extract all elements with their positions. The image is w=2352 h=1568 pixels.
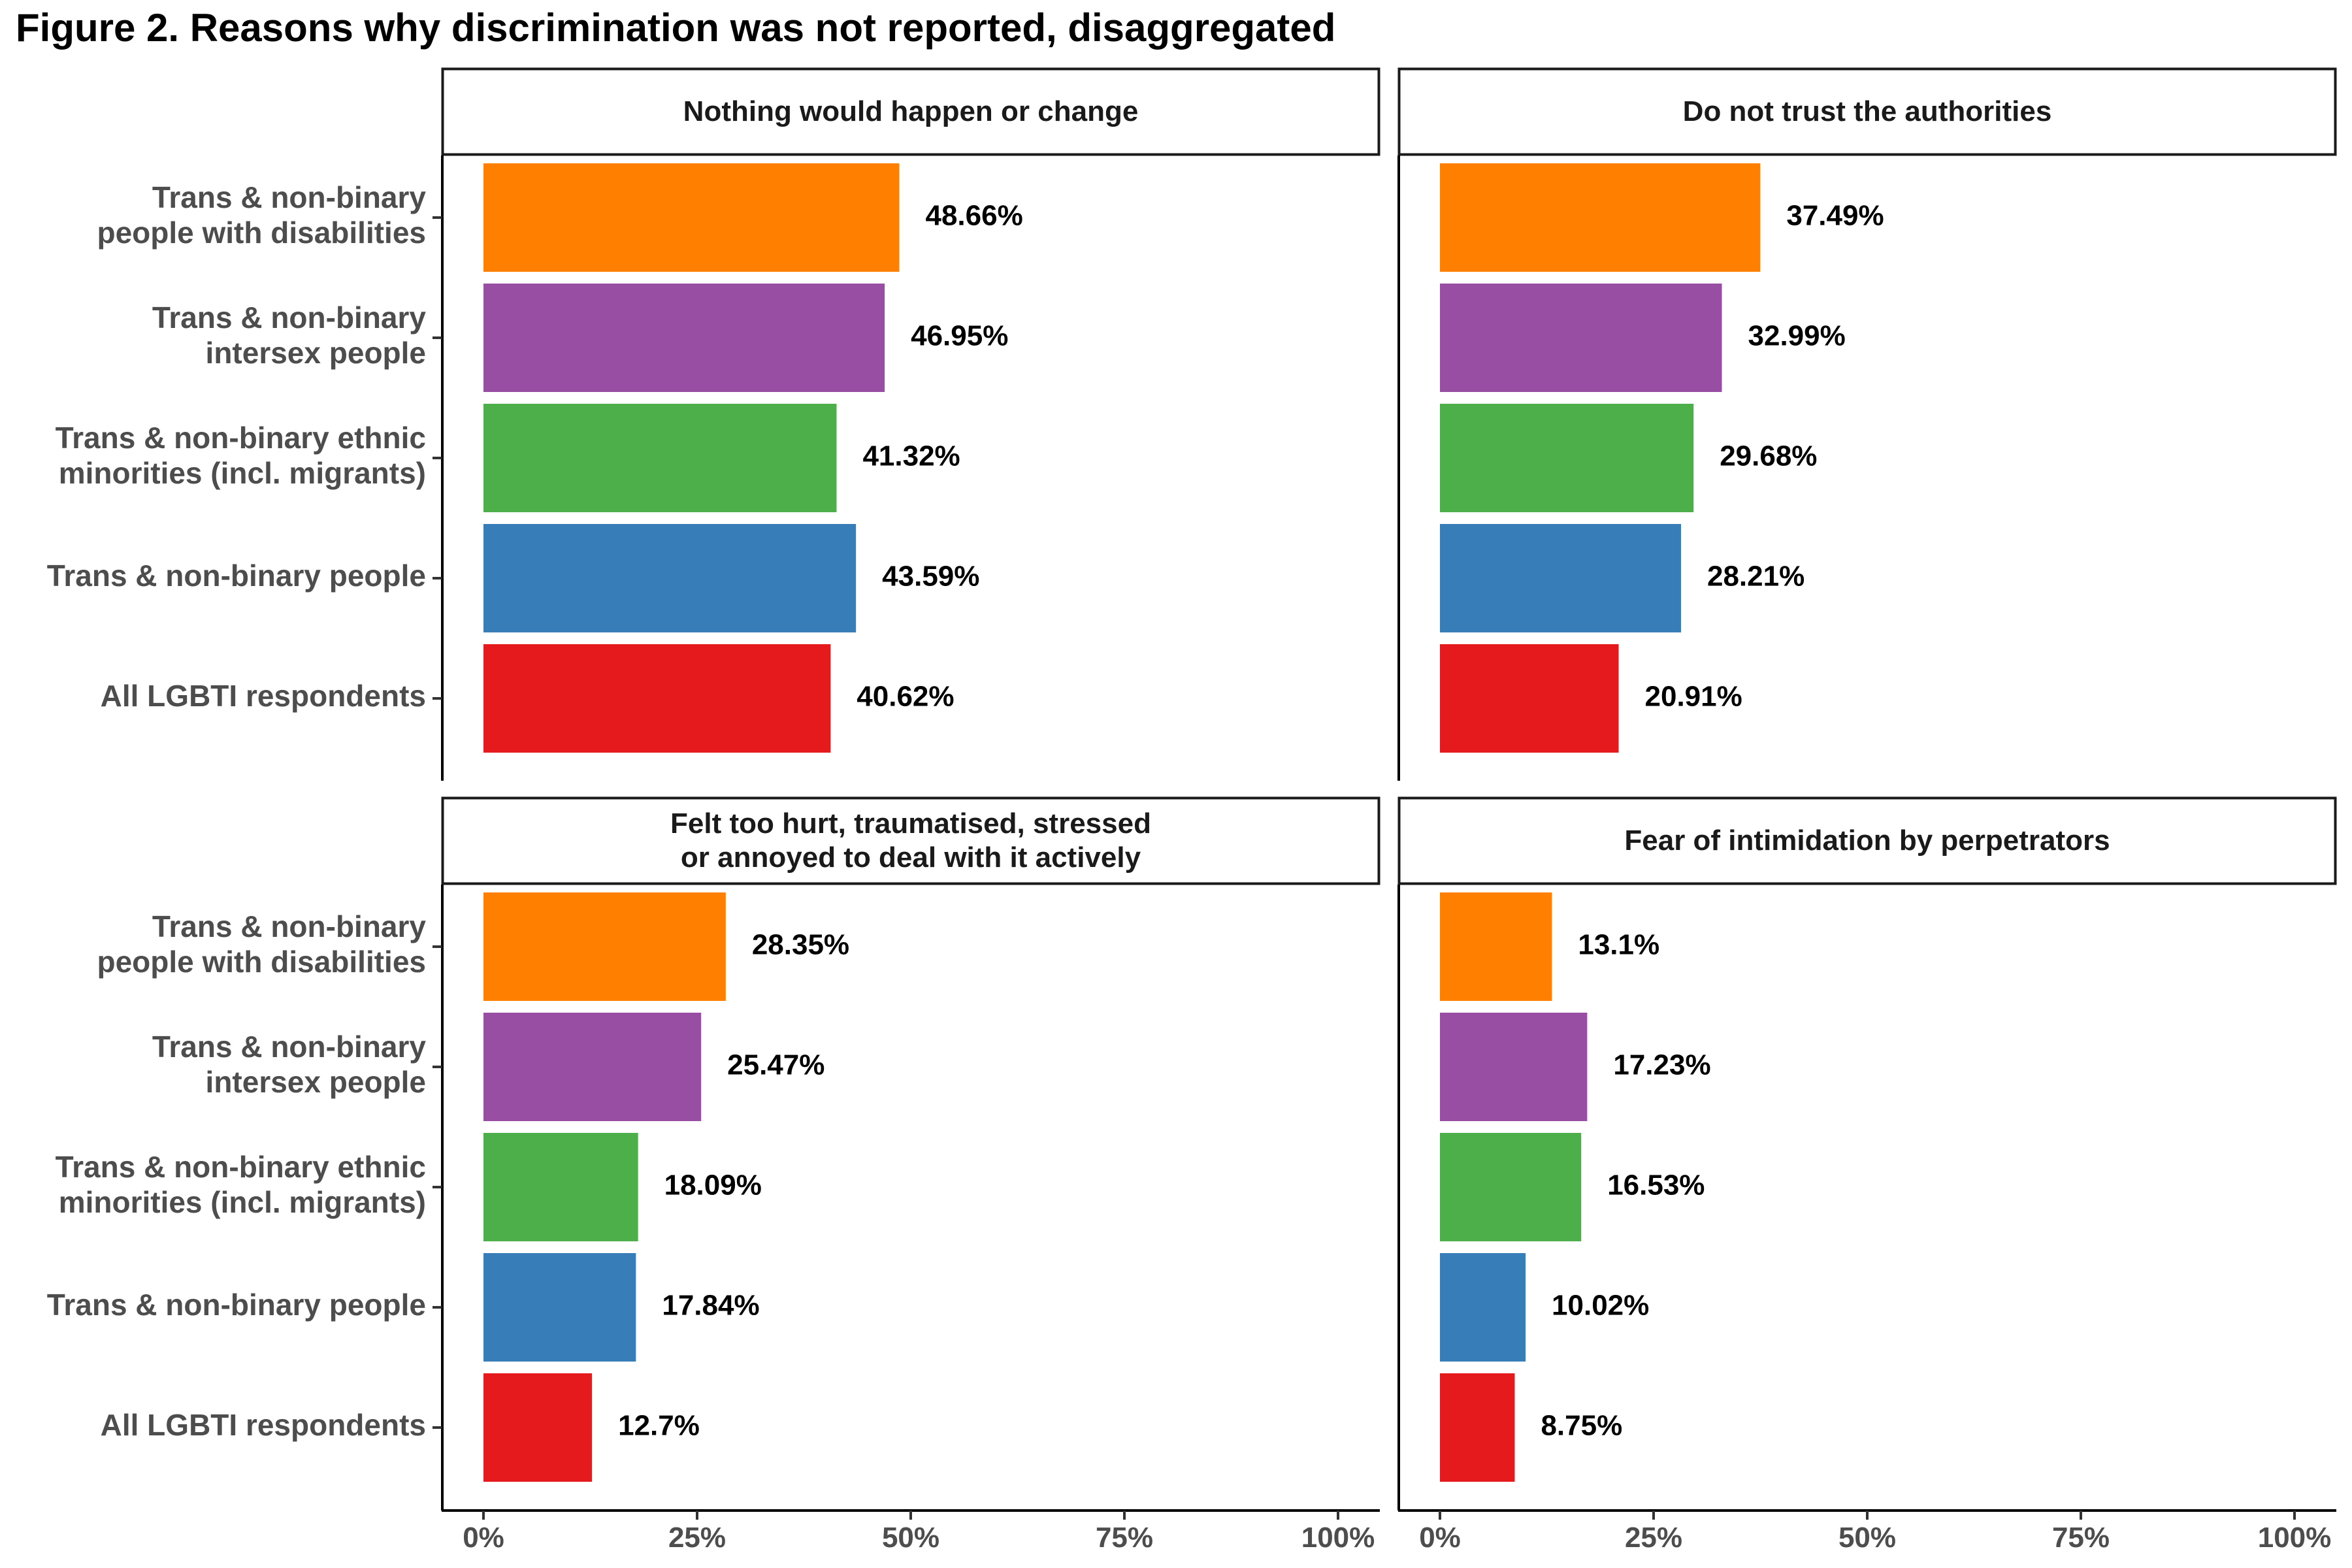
facet-panel: Nothing would happen or change 48.66% Tran… (47, 67, 1380, 781)
bar (483, 284, 885, 392)
facet-title: Felt too hurt, traumatised, stressed or a… (670, 808, 1151, 874)
facet-strip (441, 796, 1380, 885)
bar (483, 1253, 636, 1362)
data-label: 28.35% (752, 929, 849, 961)
category-label: Trans & non-binary people (47, 1288, 426, 1322)
x-tick-label: 50% (882, 1522, 939, 1554)
data-label: 10.02% (1552, 1290, 1649, 1322)
bar (1440, 1373, 1515, 1482)
x-tick-label: 75% (1096, 1522, 1153, 1554)
facet-title: Nothing would happen or change (683, 95, 1139, 127)
facet-title: Do not trust the authorities (1683, 95, 2052, 127)
data-label: 46.95% (911, 320, 1008, 352)
facet-strip (1397, 67, 2337, 156)
data-label: 13.1% (1578, 929, 1659, 961)
bar (1440, 404, 1694, 512)
bar (1440, 284, 1722, 392)
category-label: All LGBTI respondents (101, 679, 426, 713)
bar (1440, 524, 1681, 632)
data-label: 16.53% (1607, 1169, 1705, 1201)
category-label: Trans & non-binary intersex people (152, 301, 427, 370)
data-label: 17.84% (662, 1290, 759, 1322)
bar (483, 1013, 702, 1121)
bar (483, 1133, 638, 1241)
data-label: 41.32% (862, 440, 960, 472)
bar (1440, 1133, 1582, 1241)
data-label: 18.09% (664, 1169, 762, 1201)
bar (1440, 644, 1619, 753)
category-label: Trans & non-binary people with disabiliti… (97, 909, 426, 979)
data-label: 32.99% (1748, 320, 1846, 352)
data-label: 29.68% (1720, 440, 1817, 472)
x-tick-label: 25% (668, 1522, 726, 1554)
category-label: Trans & non-binary intersex people (152, 1030, 427, 1099)
x-tick-label: 0% (463, 1522, 504, 1554)
facet-panel: Fear of intimidation by perpetrators 13.1… (1397, 796, 2337, 1554)
data-label: 12.7% (618, 1410, 700, 1442)
data-label: 40.62% (857, 681, 954, 713)
bar (483, 524, 857, 632)
category-label: Trans & non-binary ethnic minorities (inc… (56, 421, 426, 490)
bar (1440, 163, 1761, 272)
facet-title: Fear of intimidation by perpetrators (1624, 825, 2110, 857)
category-label: All LGBTI respondents (101, 1408, 426, 1442)
bar (1440, 892, 1552, 1001)
x-tick-label: 100% (2258, 1522, 2332, 1554)
category-label: Trans & non-binary ethnic minorities (inc… (56, 1150, 426, 1219)
x-tick-label: 0% (1419, 1522, 1461, 1554)
bar (483, 1373, 593, 1482)
data-label: 20.91% (1645, 681, 1742, 713)
x-tick-label: 75% (2052, 1522, 2110, 1554)
data-label: 48.66% (925, 200, 1022, 232)
bar (1440, 1253, 1526, 1362)
data-label: 43.59% (882, 561, 979, 593)
data-label: 37.49% (1786, 200, 1884, 232)
bar (483, 644, 831, 753)
facet-panel: Felt too hurt, traumatised, stressed or a… (47, 796, 1380, 1554)
category-label: Trans & non-binary people (47, 559, 426, 593)
bar (1440, 1013, 1588, 1121)
data-label: 8.75% (1541, 1410, 1622, 1442)
facet-strip (1397, 796, 2337, 885)
data-label: 17.23% (1613, 1049, 1710, 1081)
facet-strip (441, 67, 1380, 156)
data-label: 28.21% (1707, 561, 1805, 593)
facet-panel: Do not trust the authorities 37.49% 32.99%… (1397, 67, 2337, 781)
x-tick-label: 50% (1838, 1522, 1896, 1554)
data-label: 25.47% (727, 1049, 825, 1081)
bar (483, 404, 837, 512)
category-label: Trans & non-binary people with disabiliti… (97, 180, 426, 250)
figure-title: Figure 2. Reasons why discrimination was… (16, 6, 1336, 50)
x-tick-label: 100% (1301, 1522, 1375, 1554)
bar (483, 892, 726, 1001)
bar (483, 163, 900, 272)
x-tick-label: 25% (1625, 1522, 1682, 1554)
